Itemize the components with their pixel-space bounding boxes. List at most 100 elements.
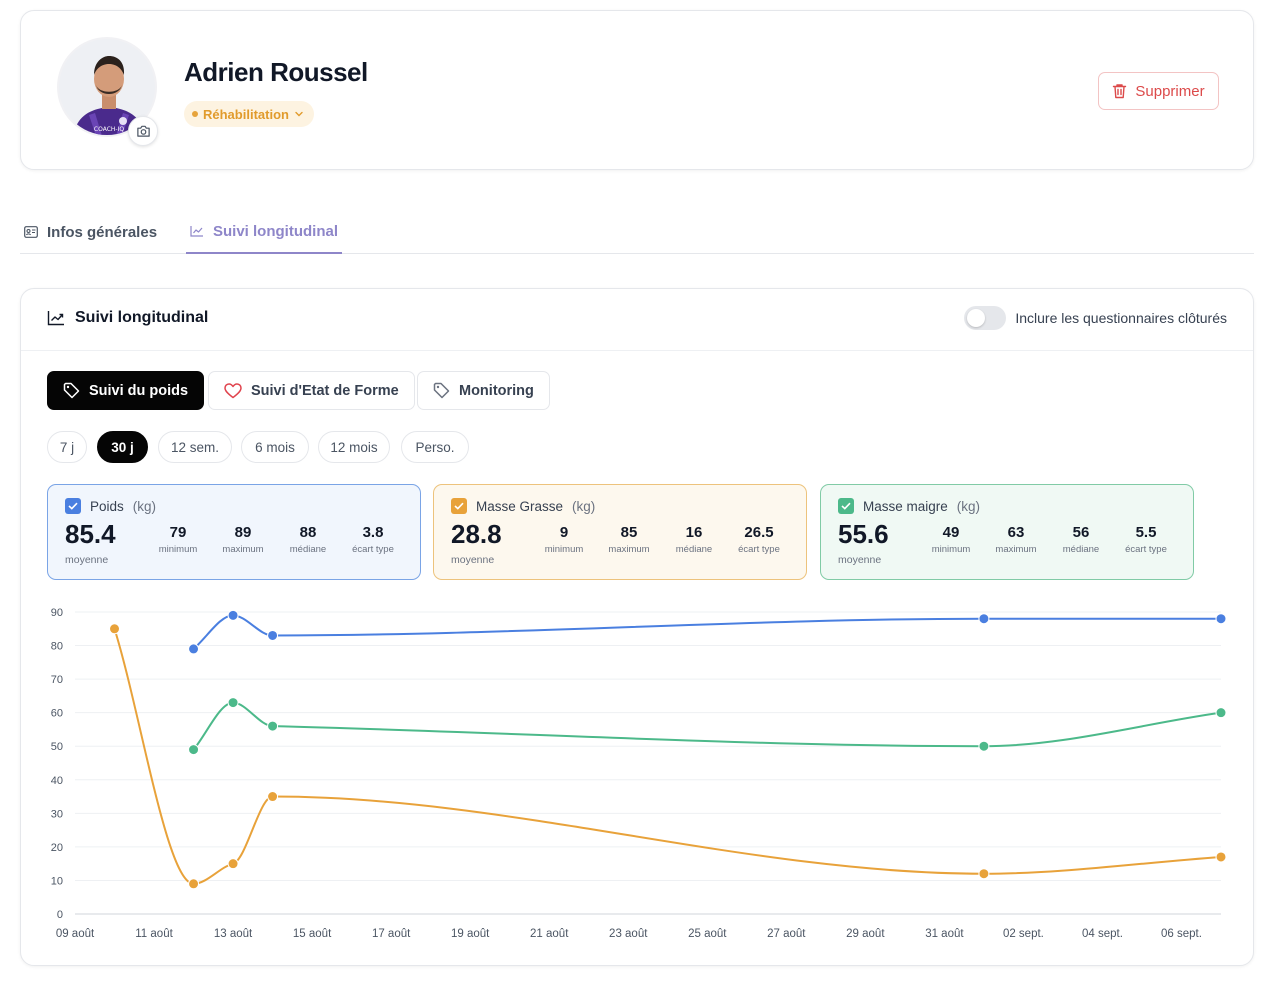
- metric-header: Masse Grasse (kg): [451, 498, 595, 514]
- segment-monitoring[interactable]: Monitoring: [417, 371, 550, 410]
- checkbox-checked-icon[interactable]: [838, 498, 854, 514]
- checkbox-checked-icon[interactable]: [451, 498, 467, 514]
- status-dropdown[interactable]: Réhabilitation: [184, 101, 314, 127]
- line-chart-icon: [190, 226, 203, 237]
- data-point: [1215, 707, 1227, 719]
- x-tick-label: 23 août: [609, 928, 648, 940]
- data-point: [267, 720, 279, 732]
- metric-unit: (kg): [572, 498, 596, 514]
- metric-card-masse-grasse[interactable]: Masse Grasse (kg) 28.8 moyenne 9 minimum 8…: [433, 484, 807, 580]
- x-tick-label: 09 août: [56, 928, 95, 940]
- segment-suivi-poids[interactable]: Suivi du poids: [47, 371, 205, 410]
- stat-median: 56 médiane: [1062, 524, 1100, 555]
- range-12mois[interactable]: 12 mois: [318, 431, 390, 463]
- segment-etat-forme[interactable]: Suivi d'Etat de Forme: [208, 371, 415, 410]
- change-photo-button[interactable]: [128, 116, 158, 146]
- data-point: [978, 613, 990, 625]
- x-tick-label: 06 sept.: [1161, 928, 1202, 940]
- x-tick-label: 02 sept.: [1003, 928, 1044, 940]
- metric-unit: (kg): [132, 498, 157, 514]
- stat-std: 3.8 écart type: [352, 524, 394, 555]
- series-line: [113, 628, 1222, 885]
- data-point: [188, 878, 200, 890]
- stat-maximum: 85 maximum: [608, 524, 650, 555]
- data-point: [267, 791, 279, 803]
- closed-questionnaires-toggle[interactable]: [964, 306, 1007, 330]
- tab-suivi-longitudinal[interactable]: Suivi longitudinal: [186, 210, 342, 254]
- camera-icon: [136, 125, 150, 137]
- chevron-down-icon: [295, 111, 303, 117]
- data-point: [227, 609, 239, 621]
- x-tick-label: 13 août: [214, 928, 253, 940]
- stat-minimum: 49 minimum: [931, 524, 971, 555]
- status-dot-icon: [192, 111, 198, 117]
- delete-label: Supprimer: [1135, 82, 1205, 100]
- y-tick-label: 10: [51, 875, 63, 887]
- segment-label: Monitoring: [459, 382, 534, 399]
- data-point: [109, 623, 121, 635]
- data-point: [978, 868, 990, 880]
- range-perso[interactable]: Perso.: [401, 431, 469, 463]
- line-chart-icon: [47, 311, 64, 326]
- stat-minimum: 9 minimum: [544, 524, 584, 555]
- range-12sem[interactable]: 12 sem.: [158, 431, 232, 463]
- data-point: [1215, 851, 1227, 863]
- card-title-text: Suivi longitudinal: [75, 309, 209, 326]
- x-tick-label: 15 août: [293, 928, 332, 940]
- y-tick-label: 70: [51, 674, 63, 686]
- y-tick-label: 60: [51, 708, 63, 720]
- y-tick-label: 30: [51, 808, 63, 820]
- x-tick-label: 17 août: [372, 928, 411, 940]
- longitudinal-card: Suivi longitudinal Inclure les questionn…: [20, 288, 1254, 966]
- id-card-icon: [24, 226, 38, 238]
- tab-infos-generales[interactable]: Infos générales: [24, 210, 157, 254]
- data-point: [188, 744, 200, 756]
- range-6mois[interactable]: 6 mois: [241, 431, 309, 463]
- segment-label: Suivi du poids: [89, 382, 189, 399]
- status-label: Réhabilitation: [203, 106, 289, 122]
- data-point: [227, 858, 239, 870]
- metric-card-poids[interactable]: Poids (kg) 85.4 moyenne 79 minimum 89 maxim…: [47, 484, 421, 580]
- avatar[interactable]: COACH-IQ: [57, 37, 157, 137]
- weight-chart: 0 10 20 30 40 50 60 70 80 90 09 août 11 août 13 août…: [51, 607, 1227, 940]
- x-tick-label: 04 sept.: [1082, 928, 1123, 940]
- card-header: Suivi longitudinal Inclure les questionn…: [21, 289, 1253, 351]
- metric-header: Poids (kg): [65, 498, 156, 514]
- metric-name: Masse Grasse: [476, 498, 564, 514]
- data-point: [1215, 613, 1227, 625]
- metric-mean-label: moyenne: [65, 554, 109, 566]
- data-point: [188, 643, 200, 655]
- segment-label: Suivi d'Etat de Forme: [251, 382, 399, 399]
- metric-name: Poids: [90, 498, 124, 514]
- stat-minimum: 79 minimum: [158, 524, 198, 555]
- stat-median: 16 médiane: [675, 524, 713, 555]
- y-tick-label: 80: [51, 641, 63, 653]
- y-tick-label: 40: [51, 775, 63, 787]
- data-point: [267, 629, 279, 641]
- tag-icon: [433, 382, 450, 399]
- checkbox-checked-icon[interactable]: [65, 498, 81, 514]
- x-tick-label: 19 août: [451, 928, 490, 940]
- x-tick-label: 21 août: [530, 928, 569, 940]
- data-point: [978, 740, 990, 752]
- card-title: Suivi longitudinal: [47, 309, 208, 327]
- x-tick-label: 31 août: [925, 928, 964, 940]
- metric-mean-label: moyenne: [838, 554, 882, 566]
- trash-icon: [1113, 84, 1127, 99]
- delete-button[interactable]: Supprimer: [1098, 72, 1219, 110]
- data-point: [227, 697, 239, 709]
- y-tick-label: 0: [57, 909, 63, 921]
- stat-std: 5.5 écart type: [1125, 524, 1167, 555]
- tab-bar: Infos générales Suivi longitudinal: [20, 210, 1254, 254]
- range-7j[interactable]: 7 j: [47, 431, 87, 463]
- toggle-knob: [967, 309, 986, 327]
- metric-mean: 28.8: [451, 519, 502, 549]
- stat-maximum: 89 maximum: [222, 524, 264, 555]
- stat-maximum: 63 maximum: [995, 524, 1037, 555]
- x-tick-label: 29 août: [846, 928, 885, 940]
- heart-icon: [224, 382, 242, 398]
- tab-label: Suivi longitudinal: [213, 222, 338, 240]
- metric-card-masse-maigre[interactable]: Masse maigre (kg) 55.6 moyenne 49 minimum …: [820, 484, 1194, 580]
- range-30j[interactable]: 30 j: [97, 431, 148, 463]
- metric-unit: (kg): [956, 498, 981, 514]
